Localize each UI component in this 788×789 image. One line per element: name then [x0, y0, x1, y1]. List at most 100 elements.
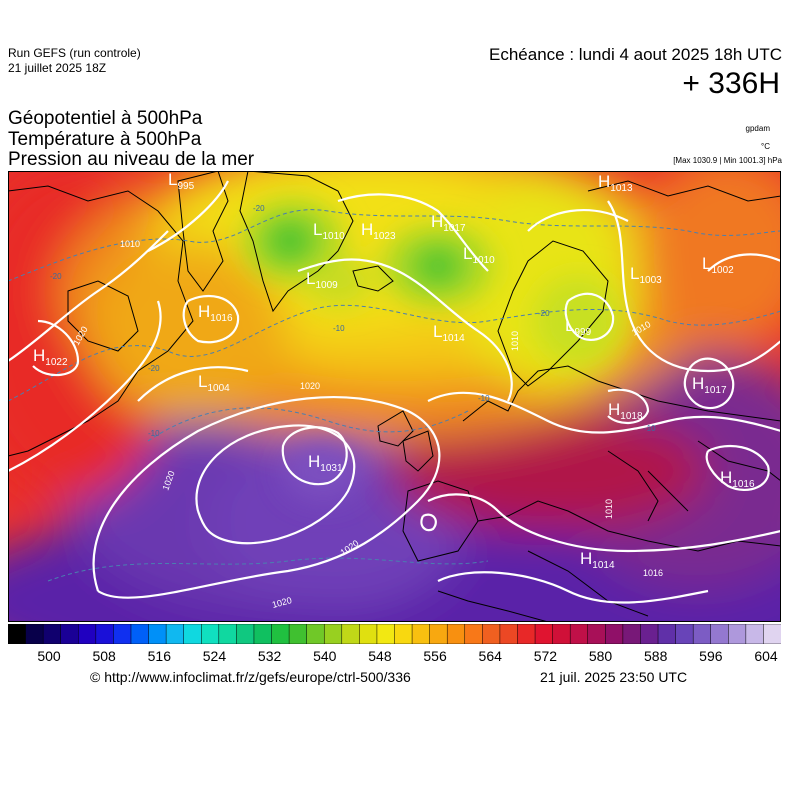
scale-swatch: [605, 624, 624, 644]
scale-swatch: [728, 624, 747, 644]
scale-swatch: [569, 624, 589, 644]
source-url[interactable]: © http://www.infoclimat.fr/z/gefs/europe…: [90, 669, 411, 685]
isotherm-label: -10: [644, 424, 656, 433]
svg-text:L1010: L1010: [313, 220, 345, 242]
center-value: 1010: [322, 231, 345, 242]
scale-tick-label: 564: [478, 648, 502, 664]
low-marker: L: [565, 316, 574, 335]
svg-text:L1004: L1004: [198, 372, 230, 394]
scale-swatch: [499, 624, 519, 644]
scale-swatch: [341, 624, 361, 644]
isobar-label: 1010: [120, 239, 140, 249]
isotherm-label: -20: [253, 204, 265, 213]
scale-swatch: [236, 624, 255, 644]
color-scale: [8, 624, 781, 644]
low-marker: L: [198, 372, 207, 391]
center-value: 1002: [711, 265, 734, 276]
pressure-centers: H1031 H1022 H1016 H1023 H1017 H1013 H101…: [33, 171, 755, 571]
svg-text:L1003: L1003: [630, 264, 662, 286]
high-marker: H: [198, 302, 210, 321]
scale-swatch: [587, 624, 607, 644]
center-value: 1016: [732, 479, 755, 490]
svg-text:L1009: L1009: [306, 269, 338, 291]
scale-swatch: [482, 624, 501, 644]
scale-tick-label: 500: [37, 648, 61, 664]
scale-tick-label: 516: [147, 648, 171, 664]
low-marker: L: [702, 254, 711, 273]
center-value: 1009: [315, 280, 338, 291]
unit-temperature: °C: [761, 142, 770, 151]
scale-swatch: [745, 624, 765, 644]
scale-swatch: [394, 624, 413, 644]
scale-tick-label: 588: [644, 648, 668, 664]
isobar-label: 1020: [300, 381, 320, 391]
isotherm-label: -10: [148, 429, 160, 438]
scale-tick-label: 508: [92, 648, 116, 664]
scale-tick-label: 540: [313, 648, 337, 664]
svg-text:L1010: L1010: [463, 244, 495, 266]
svg-text:H1014: H1014: [580, 549, 615, 571]
scale-swatch: [763, 624, 781, 644]
scale-swatch: [148, 624, 167, 644]
scale-swatch: [411, 624, 431, 644]
scale-swatch: [323, 624, 343, 644]
scale-tick-label: 532: [257, 648, 282, 664]
scale-tick-label: 572: [533, 648, 558, 664]
high-marker: H: [308, 452, 320, 471]
center-value: 1013: [610, 183, 633, 194]
scale-swatch: [306, 624, 325, 644]
coastlines: [8, 171, 781, 622]
center-value: 1022: [45, 357, 68, 368]
geopotential-field: 1020 1010 1020 1020 1020 1020 1010 1016 …: [8, 171, 781, 622]
center-value: 995: [177, 181, 194, 192]
isotherm-labels: -20 -20 -10 -10 -20 -10 -10 -20: [50, 204, 656, 438]
map-frame: [8, 171, 781, 622]
scale-swatch: [78, 624, 97, 644]
center-value: 1017: [704, 385, 727, 396]
scale-swatch: [42, 624, 62, 644]
svg-text:H1016: H1016: [198, 302, 233, 324]
high-marker: H: [361, 220, 373, 239]
pressure-minmax: [Max 1030.9 | Min 1001.3] hPa: [673, 156, 782, 165]
scale-swatch: [640, 624, 659, 644]
scale-swatch: [622, 624, 642, 644]
scale-swatch: [130, 624, 150, 644]
low-marker: L: [630, 264, 639, 283]
scale-swatch: [710, 624, 730, 644]
low-marker: L: [463, 244, 472, 263]
scale-swatch: [8, 624, 27, 644]
center-value: 1031: [320, 463, 343, 474]
svg-text:H1013: H1013: [598, 172, 633, 194]
svg-text:L1002: L1002: [702, 254, 734, 276]
isotherm-label: -20: [50, 272, 62, 281]
svg-text:H1017: H1017: [692, 374, 727, 396]
scale-swatch: [271, 624, 290, 644]
forecast-valid-time: Echéance : lundi 4 aout 2025 18h UTC: [489, 45, 782, 64]
run-name: Run GEFS (run controle): [8, 46, 141, 60]
scale-tick-label: 580: [588, 648, 613, 664]
scale-swatch: [113, 624, 132, 644]
scale-swatch: [165, 624, 185, 644]
isobar-label: 1016: [643, 568, 663, 578]
scale-swatch: [446, 624, 466, 644]
svg-text:H1017: H1017: [431, 212, 466, 234]
scale-swatch: [60, 624, 80, 644]
high-marker: H: [33, 346, 45, 365]
center-value: 1016: [210, 313, 233, 324]
center-value: 1003: [639, 275, 662, 286]
center-value: 1014: [592, 560, 615, 571]
center-value: 1010: [472, 255, 495, 266]
isotherm-label: -10: [478, 394, 490, 403]
high-marker: H: [692, 374, 704, 393]
scale-swatch: [692, 624, 712, 644]
low-marker: L: [433, 322, 442, 341]
scale-tick-label: 596: [699, 648, 723, 664]
generated-time: 21 juil. 2025 23:50 UTC: [540, 669, 688, 685]
scale-swatch: [218, 624, 238, 644]
title-temperature: Température à 500hPa: [8, 129, 202, 150]
run-date: 21 juillet 2025 18Z: [8, 61, 107, 75]
svg-text:H1016: H1016: [720, 468, 755, 490]
svg-text:L999: L999: [565, 316, 592, 338]
scale-tick-label: 604: [754, 648, 778, 664]
low-marker: L: [168, 171, 177, 189]
